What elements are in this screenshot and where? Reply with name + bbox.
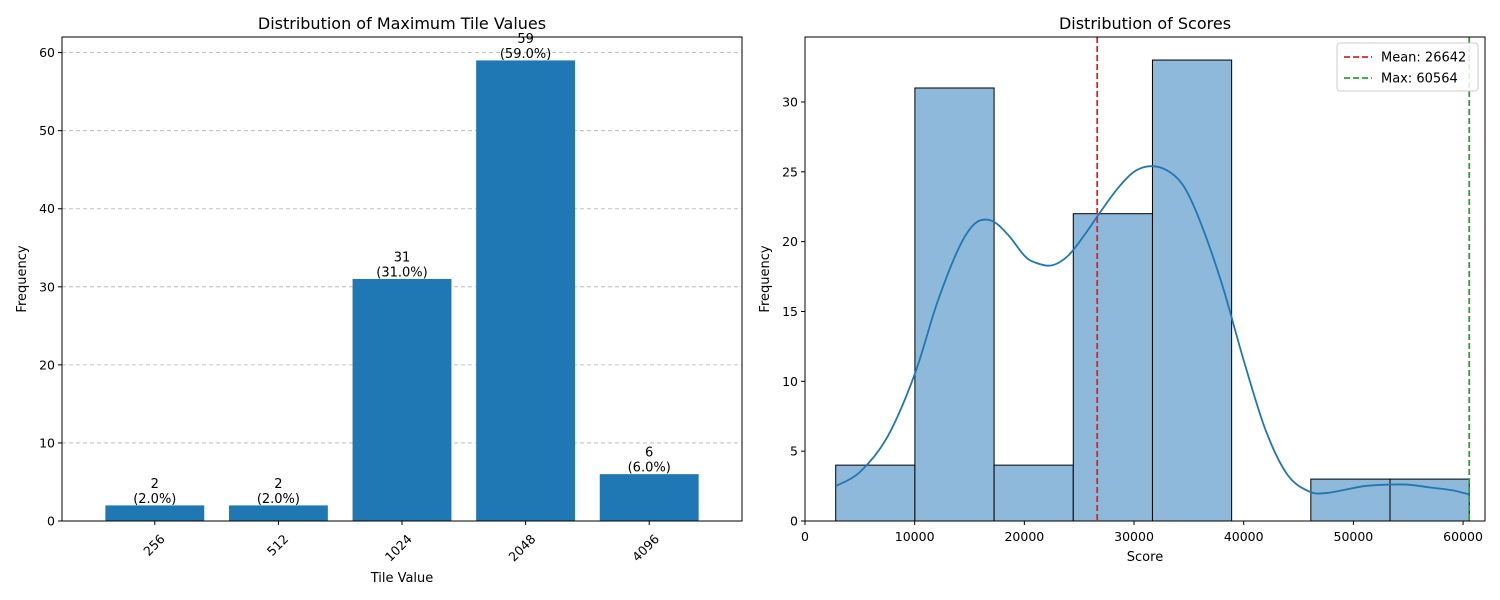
left-y-tick-label: 50 bbox=[39, 123, 55, 138]
left-x-tick-label: 256 bbox=[140, 531, 168, 559]
bar-512 bbox=[228, 505, 328, 521]
bar-2048 bbox=[476, 60, 576, 522]
right-y-tick-label: 25 bbox=[782, 164, 798, 179]
right-chart-title: Distribution of Scores bbox=[1059, 14, 1231, 33]
legend-mean-label: Mean: 26642 bbox=[1381, 51, 1466, 66]
bar-percent-label: (6.0%) bbox=[628, 461, 671, 476]
legend-max-label: Max: 60564 bbox=[1381, 72, 1458, 87]
bar-256 bbox=[105, 505, 205, 521]
bar-4096 bbox=[599, 474, 699, 521]
right-x-axis-label: Score bbox=[1127, 550, 1163, 565]
histogram-bar bbox=[1072, 213, 1153, 522]
bar-count-label: 2 bbox=[274, 477, 282, 492]
left-y-tick-label: 10 bbox=[39, 435, 55, 450]
right-x-ticks: 0 10000 20000 30000 40000 50000 60000 bbox=[801, 521, 1483, 544]
right-x-tick-label: 40000 bbox=[1224, 529, 1264, 544]
left-y-tick-label: 60 bbox=[39, 45, 55, 60]
left-x-tick-label: 2048 bbox=[505, 531, 538, 564]
right-y-ticks: 0 5 10 15 20 25 30 bbox=[782, 94, 805, 529]
left-y-tick-label: 20 bbox=[39, 357, 55, 372]
left-data-labels: 2(2.0%)2(2.0%)31(31.0%)59(59.0%)6(6.0%) bbox=[133, 32, 671, 507]
bar-count-label: 6 bbox=[645, 446, 653, 461]
histogram-bar bbox=[993, 464, 1074, 522]
right-x-tick-label: 30000 bbox=[1114, 529, 1154, 544]
left-y-tick-label: 0 bbox=[47, 514, 55, 529]
right-x-tick-label: 10000 bbox=[895, 529, 935, 544]
right-x-tick-label: 50000 bbox=[1334, 529, 1374, 544]
scores-chart: 0 5 10 15 20 25 30 0 10000 20000 30000 40000 50000 6… bbox=[758, 14, 1486, 565]
right-y-tick-label: 10 bbox=[782, 374, 798, 389]
left-y-tick-label: 40 bbox=[39, 201, 55, 216]
right-axes-frame bbox=[804, 36, 1486, 522]
bar-count-label: 59 bbox=[517, 32, 534, 47]
left-x-axis-label: Tile Value bbox=[370, 571, 434, 586]
left-x-tick-label: 4096 bbox=[629, 531, 662, 564]
kde-curve bbox=[835, 165, 1470, 496]
histogram-bar bbox=[835, 464, 916, 522]
right-y-tick-label: 5 bbox=[790, 444, 798, 459]
right-x-tick-label: 60000 bbox=[1443, 529, 1483, 544]
left-x-tick-label: 512 bbox=[264, 531, 291, 558]
bar-count-label: 2 bbox=[151, 477, 159, 492]
bar-percent-label: (31.0%) bbox=[376, 266, 427, 281]
bar-percent-label: (59.0%) bbox=[500, 47, 551, 62]
left-bars bbox=[105, 60, 699, 522]
bar-1024 bbox=[352, 279, 452, 521]
right-histogram-bars bbox=[835, 59, 1470, 522]
right-y-tick-label: 15 bbox=[782, 304, 798, 319]
bar-count-label: 31 bbox=[394, 251, 411, 266]
left-x-tick-label: 1024 bbox=[382, 531, 415, 564]
left-y-tick-label: 30 bbox=[39, 279, 55, 294]
left-y-axis-label: Frequency bbox=[15, 245, 30, 312]
right-y-tick-label: 0 bbox=[790, 514, 798, 529]
left-y-ticks: 0 10 20 30 40 50 60 bbox=[39, 45, 62, 529]
right-x-tick-label: 0 bbox=[801, 529, 809, 544]
right-x-tick-label: 20000 bbox=[1004, 529, 1044, 544]
left-x-ticks: 256 512 1024 2048 4096 bbox=[140, 521, 662, 564]
histogram-bar bbox=[1389, 478, 1470, 522]
right-y-tick-label: 20 bbox=[782, 234, 798, 249]
legend: Mean: 26642 Max: 60564 bbox=[1336, 42, 1479, 92]
tile-values-chart: 2(2.0%)2(2.0%)31(31.0%)59(59.0%)6(6.0%) … bbox=[15, 14, 743, 586]
left-chart-title: Distribution of Maximum Tile Values bbox=[258, 14, 546, 33]
bar-percent-label: (2.0%) bbox=[257, 492, 300, 507]
histogram-bar bbox=[914, 87, 995, 522]
legend-box bbox=[1336, 42, 1479, 92]
right-y-axis-label: Frequency bbox=[758, 245, 773, 312]
right-y-tick-label: 30 bbox=[782, 94, 798, 109]
histogram-bar bbox=[1151, 59, 1233, 522]
bar-percent-label: (2.0%) bbox=[133, 492, 176, 507]
